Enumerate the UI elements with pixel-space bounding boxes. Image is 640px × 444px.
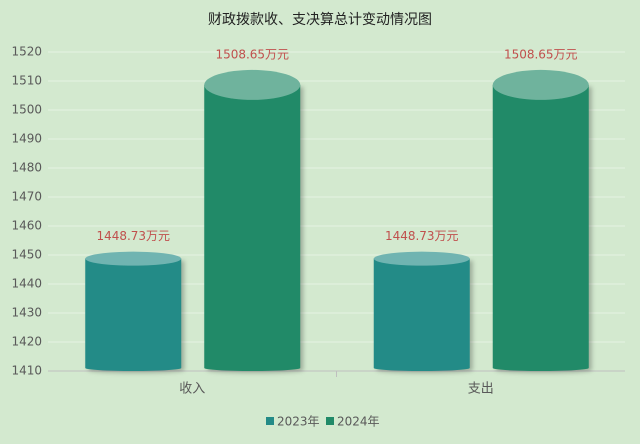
y-tick-label: 1420 [11, 335, 42, 349]
y-tick-label: 1470 [11, 190, 42, 204]
bar [492, 84, 589, 371]
y-tick-label: 1430 [11, 306, 42, 320]
x-tick-label: 收入 [179, 382, 205, 397]
data-label: 1508.65万元 [215, 47, 289, 61]
bar-top [492, 69, 589, 100]
chart-title: 财政拨款收、支决算总计变动情况图 [208, 12, 432, 28]
y-tick-label: 1510 [11, 74, 42, 88]
data-label: 1448.73万元 [385, 229, 459, 243]
bar [204, 84, 301, 371]
bar [373, 258, 470, 371]
x-tick-label: 支出 [468, 382, 494, 397]
y-tick-label: 1490 [11, 132, 42, 146]
bar [85, 258, 182, 371]
legend-swatch [266, 417, 274, 425]
y-tick-label: 1410 [11, 364, 42, 378]
y-tick-label: 1460 [11, 219, 42, 233]
y-tick-label: 1480 [11, 161, 42, 175]
bar-top [204, 69, 301, 100]
y-tick-label: 1450 [11, 248, 42, 262]
data-label: 1508.65万元 [504, 47, 578, 61]
data-label: 1448.73万元 [96, 229, 170, 243]
y-tick-label: 1440 [11, 277, 42, 291]
bar-top [85, 251, 182, 266]
legend-label: 2024年 [337, 415, 380, 429]
y-tick-label: 1520 [11, 45, 42, 59]
bar-top [373, 251, 470, 266]
y-tick-label: 1500 [11, 103, 42, 117]
legend-label: 2023年 [277, 415, 320, 429]
legend-swatch [326, 417, 334, 425]
